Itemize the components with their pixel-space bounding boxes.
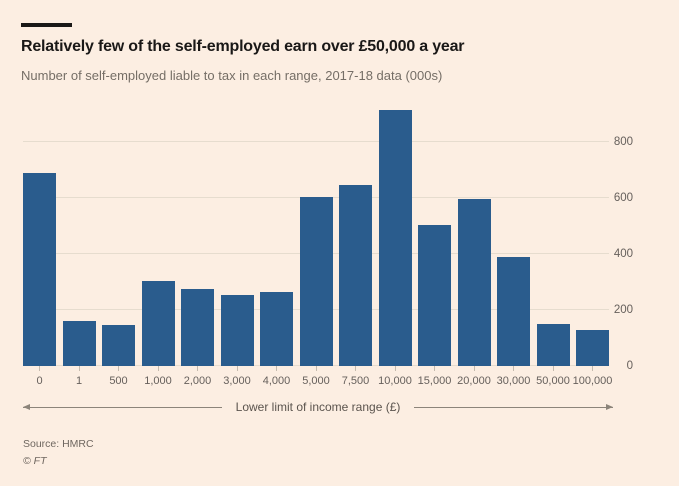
bar-series xyxy=(23,108,609,366)
x-axis-labels: 0 1 500 1,000 2,000 3,000 4,000 5,000 7,500 10,00… xyxy=(23,366,612,387)
tick-mark xyxy=(197,366,198,371)
tick-mark xyxy=(434,366,435,371)
x-tick-20,000: 20,000 xyxy=(457,366,491,387)
tick-mark xyxy=(552,366,554,371)
x-tick-label: 500 xyxy=(109,375,128,387)
ft-copyright: © FT xyxy=(23,455,47,467)
x-tick-2,000: 2,000 xyxy=(181,366,214,387)
bar-4,000 xyxy=(260,291,293,366)
x-tick-label: 5,000 xyxy=(302,375,330,387)
x-tick-4,000: 4,000 xyxy=(260,366,293,387)
chart-title: Relatively few of the self-employed earn… xyxy=(21,38,465,55)
x-tick-label: 20,000 xyxy=(457,375,491,387)
x-tick-label: 0 xyxy=(36,375,43,387)
x-tick-1,000: 1,000 xyxy=(142,366,175,387)
tick-mark xyxy=(118,366,119,371)
x-tick-label: 100,000 xyxy=(572,375,613,387)
x-tick-label: 4,000 xyxy=(262,375,291,387)
bar-10,000 xyxy=(378,109,412,366)
x-tick-label: 15,000 xyxy=(417,375,452,387)
tick-mark xyxy=(78,366,80,371)
x-tick-label: 1,000 xyxy=(144,375,172,387)
x-tick-label: 30,000 xyxy=(496,375,531,387)
x-tick-50,000: 50,000 xyxy=(536,366,570,387)
x-tick-100,000: 100,000 xyxy=(573,366,612,387)
bar-7,500 xyxy=(339,185,372,366)
bar-1 xyxy=(62,321,96,366)
bar-20,000 xyxy=(457,199,491,366)
x-tick-5,000: 5,000 xyxy=(300,366,333,387)
bar-15,000 xyxy=(418,224,451,366)
x-tick-label: 1 xyxy=(75,375,83,387)
x-tick-label: 10,000 xyxy=(378,375,412,387)
bar-50,000 xyxy=(536,324,570,366)
x-tick-0: 0 xyxy=(23,366,56,387)
tick-mark xyxy=(592,366,593,371)
gridline-800 xyxy=(23,141,609,142)
bar-500 xyxy=(102,325,135,366)
x-tick-label: 7,500 xyxy=(341,375,370,387)
bar-100,000 xyxy=(576,329,609,366)
source-note: Source: HMRC xyxy=(23,438,94,450)
x-tick-label: 3,000 xyxy=(223,375,251,387)
tick-mark xyxy=(355,366,356,371)
x-axis-title-row: Lower limit of income range (£) xyxy=(23,400,614,414)
x-tick-15,000: 15,000 xyxy=(418,366,451,387)
bar-2,000 xyxy=(181,289,214,366)
bar-30,000 xyxy=(497,256,530,366)
x-tick-label: 50,000 xyxy=(536,375,570,387)
tick-mark xyxy=(513,366,514,371)
arrow-right-icon xyxy=(414,403,614,410)
tick-mark xyxy=(157,366,159,371)
tick-mark xyxy=(394,366,396,371)
tick-mark xyxy=(473,366,475,371)
bar-3,000 xyxy=(220,294,254,366)
x-tick-7,500: 7,500 xyxy=(339,366,372,387)
plot-area xyxy=(23,108,609,366)
x-tick-30,000: 30,000 xyxy=(497,366,530,387)
chart-subtitle: Number of self-employed liable to tax in… xyxy=(21,68,443,83)
x-axis-title: Lower limit of income range (£) xyxy=(235,400,401,414)
tick-mark xyxy=(276,366,277,371)
x-tick-1: 1 xyxy=(63,366,96,387)
arrow-left-icon xyxy=(23,403,222,410)
tick-mark xyxy=(39,366,40,371)
x-tick-10,000: 10,000 xyxy=(378,366,412,387)
tick-mark xyxy=(236,366,238,371)
tick-mark xyxy=(315,366,317,371)
ft-accent-bar xyxy=(21,23,72,27)
x-tick-3,000: 3,000 xyxy=(221,366,254,387)
bar-1,000 xyxy=(141,280,175,366)
bar-5,000 xyxy=(299,196,333,366)
x-tick-500: 500 xyxy=(102,366,135,387)
bar-0 xyxy=(23,172,56,366)
x-tick-label: 2,000 xyxy=(183,375,212,387)
